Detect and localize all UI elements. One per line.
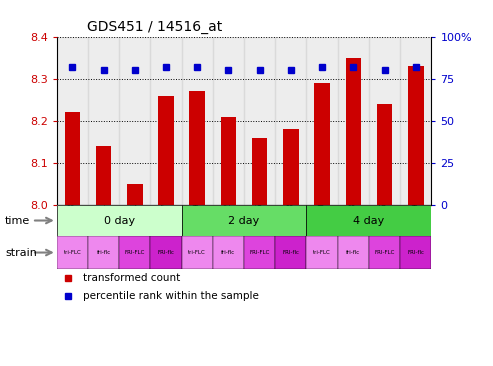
Bar <box>88 236 119 269</box>
Bar <box>346 58 361 205</box>
Bar <box>221 116 236 205</box>
Bar <box>181 37 213 205</box>
Bar <box>338 205 369 236</box>
Text: FRI-FLC: FRI-FLC <box>249 250 270 255</box>
Text: GDS451 / 14516_at: GDS451 / 14516_at <box>87 20 222 34</box>
Bar <box>338 236 369 269</box>
Text: FRI-flc: FRI-flc <box>157 250 175 255</box>
Text: fri-flc: fri-flc <box>346 250 360 255</box>
Text: tri-FLC: tri-FLC <box>64 250 81 255</box>
Text: GSM8875: GSM8875 <box>255 202 264 239</box>
Bar <box>213 205 244 236</box>
Bar <box>307 205 431 236</box>
Bar <box>181 205 307 236</box>
Bar <box>150 37 181 205</box>
Text: transformed count: transformed count <box>83 273 180 283</box>
Bar <box>252 138 267 205</box>
Bar <box>88 37 119 205</box>
Text: GSM8872: GSM8872 <box>224 202 233 239</box>
Text: 4 day: 4 day <box>353 216 385 225</box>
Bar <box>65 112 80 205</box>
Text: strain: strain <box>5 247 37 258</box>
Text: GSM8876: GSM8876 <box>380 202 389 239</box>
Text: tri-FLC: tri-FLC <box>313 250 331 255</box>
Bar <box>127 184 142 205</box>
Text: GSM8874: GSM8874 <box>130 202 139 239</box>
Text: fri-flc: fri-flc <box>97 250 110 255</box>
Bar <box>244 205 275 236</box>
Bar <box>57 37 88 205</box>
Text: FRI-flc: FRI-flc <box>282 250 299 255</box>
Bar <box>57 205 88 236</box>
Bar <box>181 236 213 269</box>
Text: fri-flc: fri-flc <box>221 250 236 255</box>
Bar <box>400 37 431 205</box>
Bar <box>119 236 150 269</box>
Bar <box>315 83 330 205</box>
Bar <box>400 236 431 269</box>
Bar <box>150 205 181 236</box>
Bar <box>189 92 205 205</box>
Bar <box>213 37 244 205</box>
Bar <box>307 236 338 269</box>
Bar <box>338 37 369 205</box>
Text: percentile rank within the sample: percentile rank within the sample <box>83 291 259 302</box>
Bar <box>88 205 119 236</box>
Bar <box>275 236 307 269</box>
Bar <box>275 37 307 205</box>
Bar <box>408 66 423 205</box>
Bar <box>369 205 400 236</box>
Text: 2 day: 2 day <box>228 216 260 225</box>
Bar <box>57 236 88 269</box>
Text: FRI-FLC: FRI-FLC <box>125 250 145 255</box>
Bar <box>158 96 174 205</box>
Text: GSM8873: GSM8873 <box>349 202 358 239</box>
Bar <box>307 205 338 236</box>
Text: GSM8871: GSM8871 <box>99 202 108 239</box>
Text: FRI-flc: FRI-flc <box>407 250 424 255</box>
Bar <box>307 37 338 205</box>
Text: GSM8879: GSM8879 <box>411 202 420 239</box>
Bar <box>119 205 150 236</box>
Bar <box>213 236 244 269</box>
Bar <box>400 205 431 236</box>
Bar <box>244 236 275 269</box>
Text: GSM8870: GSM8870 <box>317 202 326 239</box>
Bar <box>369 37 400 205</box>
Text: FRI-FLC: FRI-FLC <box>374 250 395 255</box>
Bar <box>96 146 111 205</box>
Text: 0 day: 0 day <box>104 216 135 225</box>
Text: GSM8869: GSM8869 <box>193 202 202 239</box>
Bar <box>369 236 400 269</box>
Bar <box>244 37 275 205</box>
Bar <box>275 205 307 236</box>
Text: tri-FLC: tri-FLC <box>188 250 206 255</box>
Bar <box>150 236 181 269</box>
Text: GSM8878: GSM8878 <box>286 202 295 239</box>
Bar <box>377 104 392 205</box>
Bar <box>283 129 299 205</box>
Bar <box>57 205 181 236</box>
Bar <box>181 205 213 236</box>
Text: GSM8877: GSM8877 <box>162 202 171 239</box>
Bar <box>119 37 150 205</box>
Text: time: time <box>5 216 30 225</box>
Text: GSM8868: GSM8868 <box>68 202 77 239</box>
